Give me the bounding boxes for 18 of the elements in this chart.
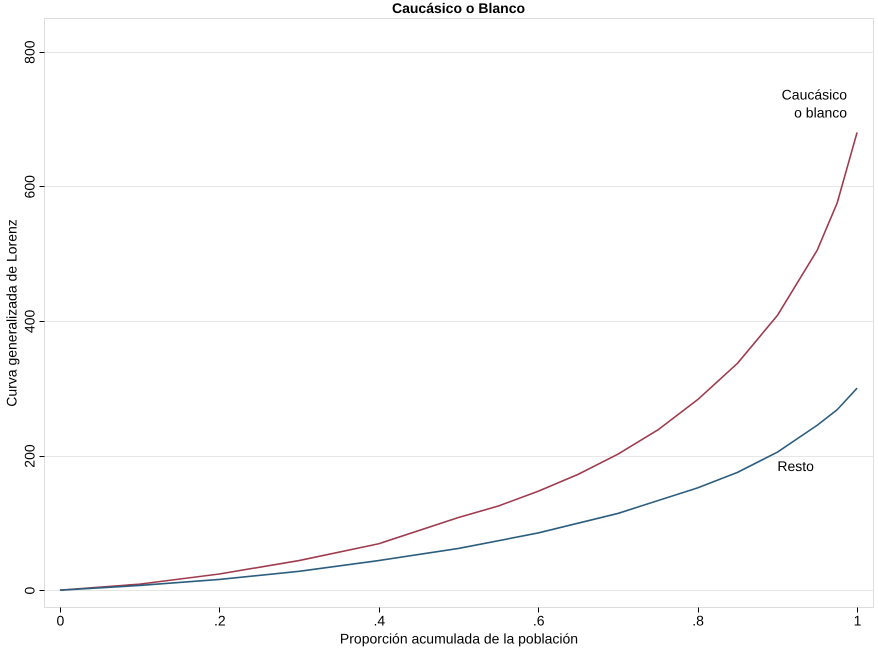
y-tick-label: 600 <box>22 174 38 198</box>
x-tick-label: .8 <box>692 612 704 628</box>
y-tick-label: 0 <box>22 586 38 595</box>
y-tick-label: 800 <box>22 40 38 64</box>
x-tick-label: .6 <box>532 612 545 628</box>
x-tick-label: 0 <box>56 612 65 628</box>
y-tick-label: 400 <box>22 310 38 334</box>
series-label: Caucásico o blanco <box>782 86 848 120</box>
line-series <box>59 132 858 591</box>
chart-title: Caucásico o Blanco <box>392 0 526 16</box>
x-tick-label: 1 <box>854 612 862 628</box>
x-tick-label: .2 <box>214 612 226 628</box>
x-axis-title: Proporción acumulada de la población <box>340 630 578 646</box>
y-axis-title: Curva generalizada de Lorenz <box>4 219 20 407</box>
line-series <box>59 387 858 591</box>
y-tick-label: 200 <box>22 444 38 468</box>
series-label: Resto <box>777 458 814 474</box>
x-tick-label: .4 <box>373 612 386 628</box>
